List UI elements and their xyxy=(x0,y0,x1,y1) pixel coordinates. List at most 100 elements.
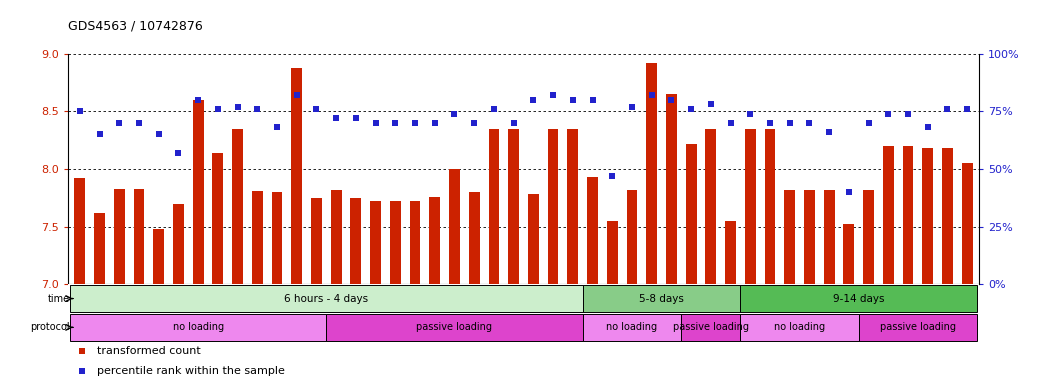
Bar xyxy=(582,313,682,341)
Bar xyxy=(389,201,401,284)
Bar xyxy=(804,190,815,284)
Bar xyxy=(942,148,953,284)
Bar xyxy=(686,144,696,284)
Point xyxy=(506,120,522,126)
Point xyxy=(387,120,404,126)
Bar xyxy=(70,285,582,313)
Point xyxy=(899,111,916,117)
Bar xyxy=(114,189,125,284)
Point xyxy=(801,120,818,126)
Text: 6 hours - 4 days: 6 hours - 4 days xyxy=(285,293,369,304)
Point xyxy=(604,173,621,179)
Point xyxy=(73,367,90,374)
Text: no loading: no loading xyxy=(774,322,825,333)
Bar xyxy=(232,129,243,284)
Text: protocol: protocol xyxy=(30,322,70,333)
Bar xyxy=(489,129,499,284)
Bar xyxy=(252,191,263,284)
Point xyxy=(722,120,739,126)
Point xyxy=(683,106,699,112)
Point xyxy=(761,120,778,126)
Bar xyxy=(134,189,144,284)
Point xyxy=(111,120,128,126)
Point xyxy=(584,97,601,103)
Bar xyxy=(859,313,977,341)
Bar xyxy=(311,198,321,284)
Bar xyxy=(784,190,795,284)
Bar xyxy=(153,229,164,284)
Text: GDS4563 / 10742876: GDS4563 / 10742876 xyxy=(68,20,203,33)
Point xyxy=(703,101,719,108)
Bar xyxy=(582,285,740,313)
Point xyxy=(544,92,561,98)
Bar xyxy=(548,129,558,284)
Bar xyxy=(726,221,736,284)
Point xyxy=(209,106,226,112)
Point xyxy=(348,115,364,121)
Bar xyxy=(883,146,894,284)
Bar xyxy=(429,197,440,284)
Text: no loading: no loading xyxy=(173,322,224,333)
Bar xyxy=(962,163,973,284)
Point xyxy=(821,129,838,135)
Bar xyxy=(744,129,756,284)
Point xyxy=(742,111,759,117)
Bar xyxy=(528,194,539,284)
Bar xyxy=(409,201,421,284)
Bar xyxy=(824,190,834,284)
Bar xyxy=(903,146,913,284)
Point xyxy=(308,106,325,112)
Text: 9-14 days: 9-14 days xyxy=(833,293,885,304)
Bar xyxy=(94,213,105,284)
Point xyxy=(466,120,483,126)
Bar xyxy=(508,129,519,284)
Bar xyxy=(567,129,578,284)
Bar xyxy=(764,129,776,284)
Bar xyxy=(740,285,977,313)
Bar xyxy=(193,100,203,284)
Bar xyxy=(587,177,598,284)
Point xyxy=(919,124,936,131)
Bar xyxy=(646,63,658,284)
Point xyxy=(170,150,186,156)
Bar xyxy=(844,224,854,284)
Text: time: time xyxy=(48,293,70,304)
Bar xyxy=(666,94,676,284)
Point xyxy=(367,120,384,126)
Bar xyxy=(740,313,859,341)
Bar xyxy=(173,204,184,284)
Point xyxy=(131,120,148,126)
Point xyxy=(841,189,857,195)
Point xyxy=(229,104,246,110)
Point xyxy=(959,106,976,112)
Text: 5-8 days: 5-8 days xyxy=(639,293,684,304)
Point xyxy=(269,124,286,131)
Point xyxy=(91,131,108,137)
Bar xyxy=(706,129,716,284)
Bar xyxy=(74,178,85,284)
Bar xyxy=(922,148,933,284)
Bar xyxy=(327,313,582,341)
Point xyxy=(663,97,680,103)
Point xyxy=(861,120,877,126)
Bar xyxy=(291,68,303,284)
Point xyxy=(71,108,88,114)
Point xyxy=(624,104,641,110)
Point xyxy=(73,348,90,354)
Bar xyxy=(271,192,283,284)
Point xyxy=(406,120,423,126)
Text: passive loading: passive loading xyxy=(879,322,956,333)
Point xyxy=(446,111,463,117)
Point xyxy=(328,115,344,121)
Text: passive loading: passive loading xyxy=(417,322,492,333)
Point xyxy=(249,106,266,112)
Bar xyxy=(626,190,638,284)
Bar xyxy=(607,221,618,284)
Point xyxy=(781,120,798,126)
Bar xyxy=(863,190,874,284)
Bar xyxy=(449,169,460,284)
Bar xyxy=(331,190,341,284)
Point xyxy=(151,131,168,137)
Bar xyxy=(371,201,381,284)
Text: passive loading: passive loading xyxy=(673,322,749,333)
